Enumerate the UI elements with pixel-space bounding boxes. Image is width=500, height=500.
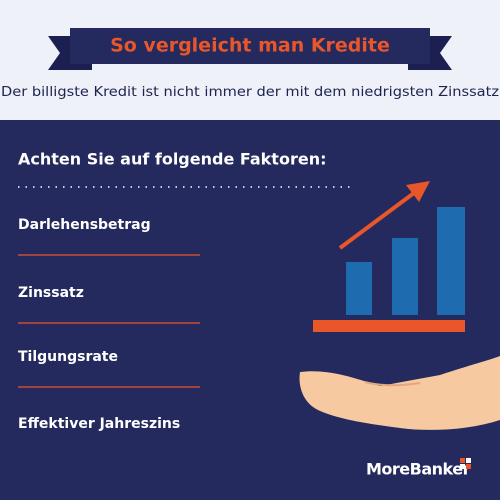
subtitle: Der billigste Kredit ist nicht immer der… (1, 85, 499, 100)
factor-item: Effektiver Jahreszins (18, 416, 180, 432)
logo-square (466, 458, 471, 463)
factor-item: Darlehensbetrag (18, 217, 151, 233)
logo-square (460, 464, 465, 469)
main-background (0, 120, 500, 500)
factor-item: Zinssatz (18, 285, 84, 301)
icon-base (313, 320, 465, 332)
hand-detail (364, 381, 421, 387)
arrow-line (338, 188, 420, 250)
factor-list: Darlehensbetrag Zinssatz Tilgungsrate Effek… (18, 217, 200, 432)
hand (299, 356, 500, 430)
logo-square (460, 458, 465, 463)
heading: Achten Sie auf folgende Faktoren: (18, 150, 326, 169)
banner (70, 28, 430, 64)
brand: MoreBanker (366, 460, 471, 479)
brand-icon (460, 458, 471, 469)
icon-bar (346, 262, 372, 315)
arrow-head (406, 181, 430, 202)
factor-item: Tilgungsrate (18, 349, 118, 365)
icon-bar (437, 207, 465, 315)
logo-square (466, 464, 471, 469)
icon-bar (392, 238, 418, 315)
title: So vergleicht man Kredite (110, 35, 390, 57)
